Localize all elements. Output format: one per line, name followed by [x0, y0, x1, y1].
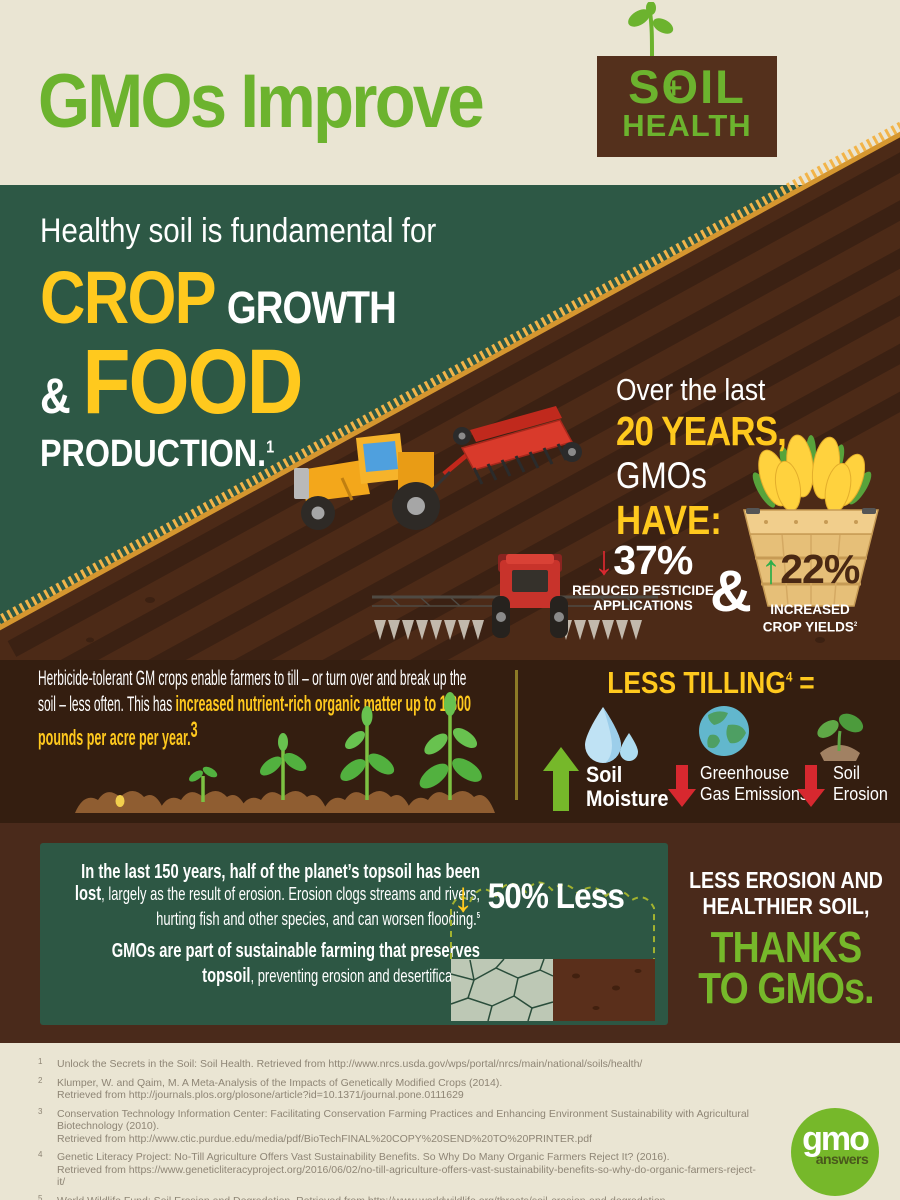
tilling-section: Herbicide-tolerant GM crops enable farme… — [0, 655, 900, 823]
sprout-icon — [628, 2, 674, 58]
topsoil-loss-value: 50% Less — [487, 877, 624, 916]
corn-basket-icon — [743, 434, 879, 607]
gmo-answers-word: gmo — [802, 1120, 870, 1158]
stats-lead-2: 20 YEARS, — [616, 408, 787, 454]
plant-growth-stages — [75, 692, 495, 813]
hero-growth: GROWTH — [226, 282, 397, 333]
stats-lead-1: Over the last — [616, 372, 766, 407]
stats-lead: Over the last 20 YEARS, GMOs HAVE: — [616, 372, 816, 544]
tilling-item-label: Soil Erosion — [833, 763, 888, 804]
footnote-ref-3: 3 — [190, 717, 198, 742]
globe-icon — [699, 706, 749, 756]
vertical-divider — [515, 670, 518, 800]
footnote-ref-1: 1 — [266, 437, 275, 457]
stats-lead-3: GMOs — [616, 455, 707, 496]
soil-health-logo: SOIL HEALTH + — [597, 56, 777, 157]
cracked-soil — [451, 959, 553, 1021]
hero-ampersand: & — [40, 368, 71, 424]
pesticide-stat: ↓37% REDUCED PESTICIDE APPLICATIONS — [568, 537, 718, 614]
footnote-ref-5: 5 — [476, 911, 480, 920]
hero-text: Healthy soil is fundamental for CROP GRO… — [40, 212, 495, 476]
tilling-item-label: Soil Moisture — [586, 762, 669, 811]
footnote-ref-2: 2 — [853, 621, 858, 628]
callout-white-1: LESS EROSION AND — [689, 867, 883, 893]
tractor-icon — [294, 433, 452, 530]
logo-line-health: HEALTH — [622, 108, 752, 143]
footnote: 2 Klumper, W. and Qaim, M. A Meta-Analys… — [38, 1075, 503, 1102]
gmo-answers-sub: answers — [815, 1151, 869, 1167]
tilling-item-label: Greenhouse Gas Emissions — [700, 763, 809, 804]
water-drops-icon — [585, 707, 638, 763]
page-title: GMOs Improve — [38, 59, 485, 144]
pesticide-value: 37% — [613, 537, 693, 583]
lost-soil-outline — [450, 881, 655, 959]
erosion-graphic — [450, 881, 655, 1022]
down-arrow-icon — [797, 765, 825, 807]
hero-production: PRODUCTION.1 — [40, 433, 275, 475]
yield-label: INCREASED CROP YIELDS2 — [762, 602, 858, 634]
down-arrow-icon: ↓ — [452, 873, 474, 920]
topsoil-section: In the last 150 years, half of the plane… — [0, 823, 900, 1043]
seed — [115, 795, 125, 807]
logo-line-soil: SOIL — [628, 60, 746, 113]
less-tilling-heading: LESS TILLING4 = — [606, 665, 814, 700]
callout-green-2: TO GMOs. — [698, 964, 874, 1013]
field-speckles — [86, 557, 825, 643]
callout-green-1: THANKS — [710, 923, 863, 972]
up-arrow-icon: ↑ — [760, 546, 781, 592]
harrow-icon — [442, 406, 582, 485]
pesticide-label-1: REDUCED PESTICIDE — [572, 583, 714, 598]
hero-crop: CROP — [40, 256, 217, 339]
topsoil-paragraphs: In the last 150 years, half of the plane… — [74, 860, 481, 987]
equals-sign: = — [798, 665, 814, 700]
pesticide-label-2: APPLICATIONS — [593, 598, 693, 613]
footnote: 1 Unlock the Secrets in the Soil: Soil H… — [38, 1057, 643, 1070]
yield-stat: ↑22% — [752, 546, 868, 592]
footer: 1 Unlock the Secrets in the Soil: Soil H… — [0, 1043, 900, 1200]
gmo-answers-logo: gmo answers — [791, 1108, 879, 1196]
hero-intro: Healthy soil is fundamental for — [40, 212, 437, 250]
topsoil-loss-stat: ↓ 50% Less — [452, 873, 632, 921]
up-arrow-icon — [543, 747, 579, 811]
tilling-paragraph: Herbicide-tolerant GM crops enable farme… — [38, 667, 471, 750]
footnote-ref-4: 4 — [785, 668, 792, 685]
sprayer-icon — [372, 554, 658, 640]
farm-scene-illustration — [0, 121, 900, 660]
callout-white-2: HEALTHIER SOIL, — [702, 893, 870, 919]
healthy-soil — [553, 959, 655, 1021]
callout: LESS EROSION AND HEALTHIER SOIL, THANKS … — [672, 867, 900, 1013]
plus-icon: + — [665, 72, 683, 105]
stats-lead-4: HAVE: — [616, 497, 722, 543]
hero-food: FOOD — [82, 331, 304, 433]
footnote: 5 World Wildlife Fund: Soil Erosion and … — [38, 1193, 666, 1200]
fence — [0, 121, 900, 631]
stats-ampersand: & — [710, 559, 752, 624]
sprout-icon — [817, 713, 864, 761]
footnote: 3 Conservation Technology Information Ce… — [38, 1106, 749, 1145]
yield-value: 22% — [780, 546, 860, 592]
down-arrow-icon — [668, 765, 696, 807]
footnote: 4 Genetic Literacy Project: No-Till Agri… — [38, 1150, 756, 1188]
down-arrow-icon: ↓ — [593, 537, 614, 583]
